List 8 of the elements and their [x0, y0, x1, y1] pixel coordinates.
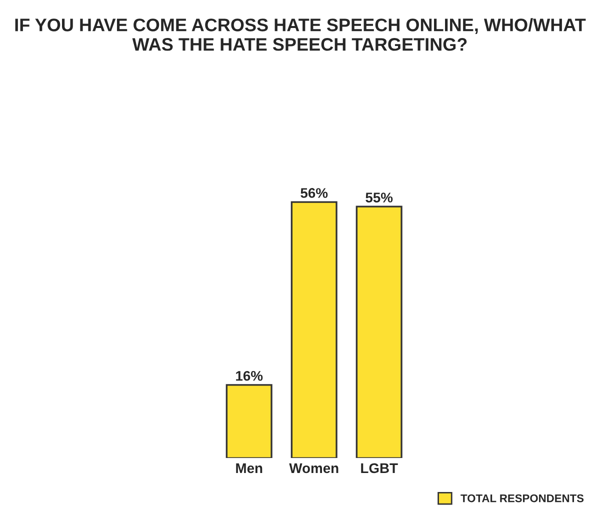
- data-label: 55%: [366, 192, 393, 202]
- data-label: 16%: [236, 370, 263, 381]
- x-tick-label: LGBT: [361, 463, 398, 474]
- chart-title: IF YOU HAVE COME ACROSS HATE SPEECH ONLINE, WHO/WHAT WAS THE HATE SPEECH TARGETING?: [15, 18, 586, 51]
- legend-label: TOTAL RESPONDENTS: [460, 494, 584, 502]
- x-tick-label: Women: [289, 463, 338, 474]
- data-label: 56%: [300, 188, 328, 198]
- x-tick-label: Men: [236, 463, 262, 474]
